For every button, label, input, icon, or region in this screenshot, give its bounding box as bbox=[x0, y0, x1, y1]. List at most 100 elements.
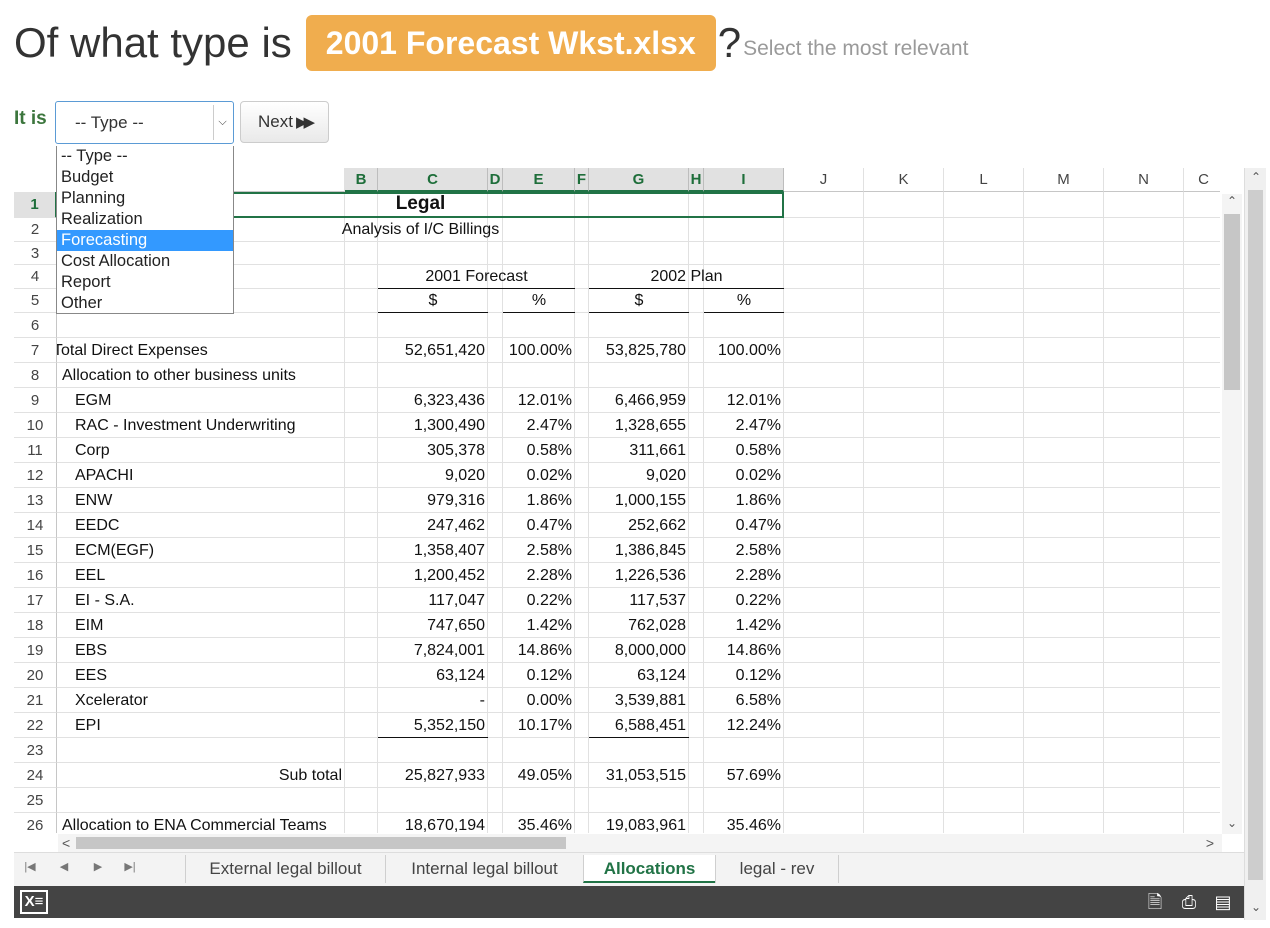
row-header[interactable]: 6 bbox=[14, 313, 57, 338]
percent-cell[interactable]: 35.46% bbox=[726, 817, 781, 833]
page-scroll-up-icon[interactable]: ⌃ bbox=[1250, 170, 1262, 184]
value-cell[interactable]: 1,300,490 bbox=[413, 417, 485, 434]
sheet-subtitle[interactable]: Analysis of I/C Billings bbox=[341, 221, 500, 238]
value-cell[interactable]: 6,588,451 bbox=[614, 717, 686, 734]
percent-cell[interactable]: 0.58% bbox=[526, 442, 572, 459]
percent-cell[interactable]: 35.46% bbox=[517, 817, 572, 833]
percent-cell[interactable]: 2.28% bbox=[526, 567, 572, 584]
column-header-f[interactable]: F bbox=[575, 168, 589, 192]
dropdown-option[interactable]: Planning bbox=[61, 189, 126, 207]
unit-header[interactable]: % bbox=[736, 292, 752, 309]
page-scroll-down-icon[interactable]: ⌄ bbox=[1250, 900, 1262, 914]
row-header[interactable]: 2 bbox=[14, 218, 57, 242]
dropdown-option[interactable]: Realization bbox=[61, 210, 143, 228]
percent-cell[interactable]: 0.58% bbox=[735, 442, 781, 459]
page-scroll-thumb[interactable] bbox=[1248, 190, 1263, 880]
value-cell[interactable]: 5,352,150 bbox=[413, 717, 485, 734]
percent-cell[interactable]: 2.58% bbox=[526, 542, 572, 559]
scroll-down-icon[interactable]: ⌄ bbox=[1226, 816, 1238, 830]
value-cell[interactable] bbox=[378, 363, 488, 388]
row-header[interactable]: 18 bbox=[14, 613, 57, 638]
row-label[interactable]: EPI bbox=[75, 717, 101, 734]
row-header[interactable]: 24 bbox=[14, 763, 57, 788]
row-label[interactable]: Sub total bbox=[278, 767, 342, 784]
value-cell[interactable]: 252,662 bbox=[628, 517, 686, 534]
value-cell[interactable]: 53,825,780 bbox=[605, 342, 686, 359]
tab-internal-legal-billout[interactable]: Internal legal billout bbox=[385, 855, 583, 883]
scroll-up-icon[interactable]: ⌃ bbox=[1226, 194, 1238, 208]
value-cell[interactable]: 9,020 bbox=[444, 467, 485, 484]
percent-cell[interactable] bbox=[503, 363, 575, 388]
column-header-i[interactable]: I bbox=[704, 168, 784, 192]
row-header[interactable]: 23 bbox=[14, 738, 57, 763]
row-label[interactable]: EIM bbox=[75, 617, 104, 634]
percent-cell[interactable]: 0.02% bbox=[526, 467, 572, 484]
percent-cell[interactable]: 49.05% bbox=[517, 767, 572, 784]
value-cell[interactable]: 7,824,001 bbox=[413, 642, 485, 659]
value-cell[interactable]: 1,000,155 bbox=[614, 492, 686, 509]
row-header[interactable]: 26 bbox=[14, 813, 57, 833]
row-header[interactable]: 4 bbox=[14, 265, 57, 289]
type-select[interactable]: -- Type -- ⌵ bbox=[55, 101, 234, 144]
value-cell[interactable]: 6,466,959 bbox=[614, 392, 686, 409]
percent-cell[interactable]: 0.02% bbox=[735, 467, 781, 484]
unit-header[interactable]: $ bbox=[634, 292, 644, 309]
download-icon[interactable]: 🗎 bbox=[1147, 892, 1163, 912]
row-label[interactable]: EEL bbox=[75, 567, 106, 584]
column-header-m[interactable]: M bbox=[1024, 168, 1104, 192]
row-header[interactable]: 16 bbox=[14, 563, 57, 588]
value-cell[interactable]: 8,000,000 bbox=[614, 642, 686, 659]
value-cell[interactable]: - bbox=[479, 692, 485, 709]
row-header[interactable]: 11 bbox=[14, 438, 57, 463]
row-label[interactable]: EEDC bbox=[75, 517, 120, 534]
spreadsheet-grid[interactable]: B C D E F G H I J K L M N C 1 2 3 4 5 6 7 8 9 10 11 12 13 14 15 16 17 1… bbox=[14, 168, 1220, 833]
percent-cell[interactable]: 2.28% bbox=[735, 567, 781, 584]
row-header[interactable]: 14 bbox=[14, 513, 57, 538]
percent-cell[interactable] bbox=[704, 363, 784, 388]
percent-cell[interactable]: 0.12% bbox=[526, 667, 572, 684]
row-header[interactable]: 17 bbox=[14, 588, 57, 613]
percent-cell[interactable]: 12.01% bbox=[517, 392, 572, 409]
chevron-down-icon[interactable]: ⌵ bbox=[213, 105, 231, 140]
column-header-c[interactable]: C bbox=[378, 168, 488, 192]
row-header[interactable]: 12 bbox=[14, 463, 57, 488]
value-cell[interactable]: 18,670,194 bbox=[404, 817, 485, 833]
reading-view-icon[interactable]: ▤ bbox=[1214, 892, 1232, 912]
row-label[interactable]: Allocation to other business units bbox=[62, 367, 296, 384]
row-label[interactable]: ENW bbox=[75, 492, 113, 509]
value-cell[interactable]: 747,650 bbox=[427, 617, 485, 634]
last-sheet-icon[interactable]: ▶| bbox=[124, 861, 136, 873]
value-cell[interactable]: 311,661 bbox=[629, 442, 686, 459]
percent-cell[interactable]: 0.22% bbox=[735, 592, 781, 609]
percent-cell[interactable]: 1.86% bbox=[735, 492, 781, 509]
value-cell[interactable]: 305,378 bbox=[427, 442, 485, 459]
row-label[interactable]: EI - S.A. bbox=[75, 592, 135, 609]
percent-cell[interactable]: 100.00% bbox=[508, 342, 572, 359]
value-cell[interactable]: 1,328,655 bbox=[614, 417, 686, 434]
percent-cell[interactable]: 10.17% bbox=[517, 717, 572, 734]
column-header-k[interactable]: K bbox=[864, 168, 944, 192]
sheet-title[interactable]: Legal bbox=[395, 193, 446, 214]
unit-header[interactable]: % bbox=[531, 292, 547, 309]
row-label[interactable]: Allocation to ENA Commercial Teams bbox=[62, 817, 327, 833]
row-header[interactable]: 25 bbox=[14, 788, 57, 813]
row-header[interactable]: 15 bbox=[14, 538, 57, 563]
row-header[interactable]: 10 bbox=[14, 413, 57, 438]
value-cell[interactable]: 6,323,436 bbox=[413, 392, 485, 409]
column-header-j[interactable]: J bbox=[784, 168, 864, 192]
row-header[interactable]: 1 bbox=[14, 192, 57, 218]
scroll-right-icon[interactable]: > bbox=[1205, 835, 1214, 851]
row-header[interactable]: 8 bbox=[14, 363, 57, 388]
percent-cell[interactable]: 2.47% bbox=[735, 417, 781, 434]
row-label[interactable]: RAC - Investment Underwriting bbox=[75, 417, 296, 434]
percent-cell[interactable]: 0.12% bbox=[735, 667, 781, 684]
page-scrollbar[interactable]: ⌃ ⌄ bbox=[1244, 168, 1266, 920]
percent-cell[interactable]: 1.42% bbox=[526, 617, 572, 634]
row-label[interactable]: Corp bbox=[75, 442, 110, 459]
scroll-left-icon[interactable]: < bbox=[62, 835, 71, 851]
row-header[interactable]: 7 bbox=[14, 338, 57, 363]
dropdown-option[interactable]: -- Type -- bbox=[61, 147, 128, 165]
value-cell[interactable]: 19,083,961 bbox=[605, 817, 686, 833]
column-header-o[interactable]: C bbox=[1184, 168, 1220, 192]
tab-external-legal-billout[interactable]: External legal billout bbox=[185, 855, 385, 883]
